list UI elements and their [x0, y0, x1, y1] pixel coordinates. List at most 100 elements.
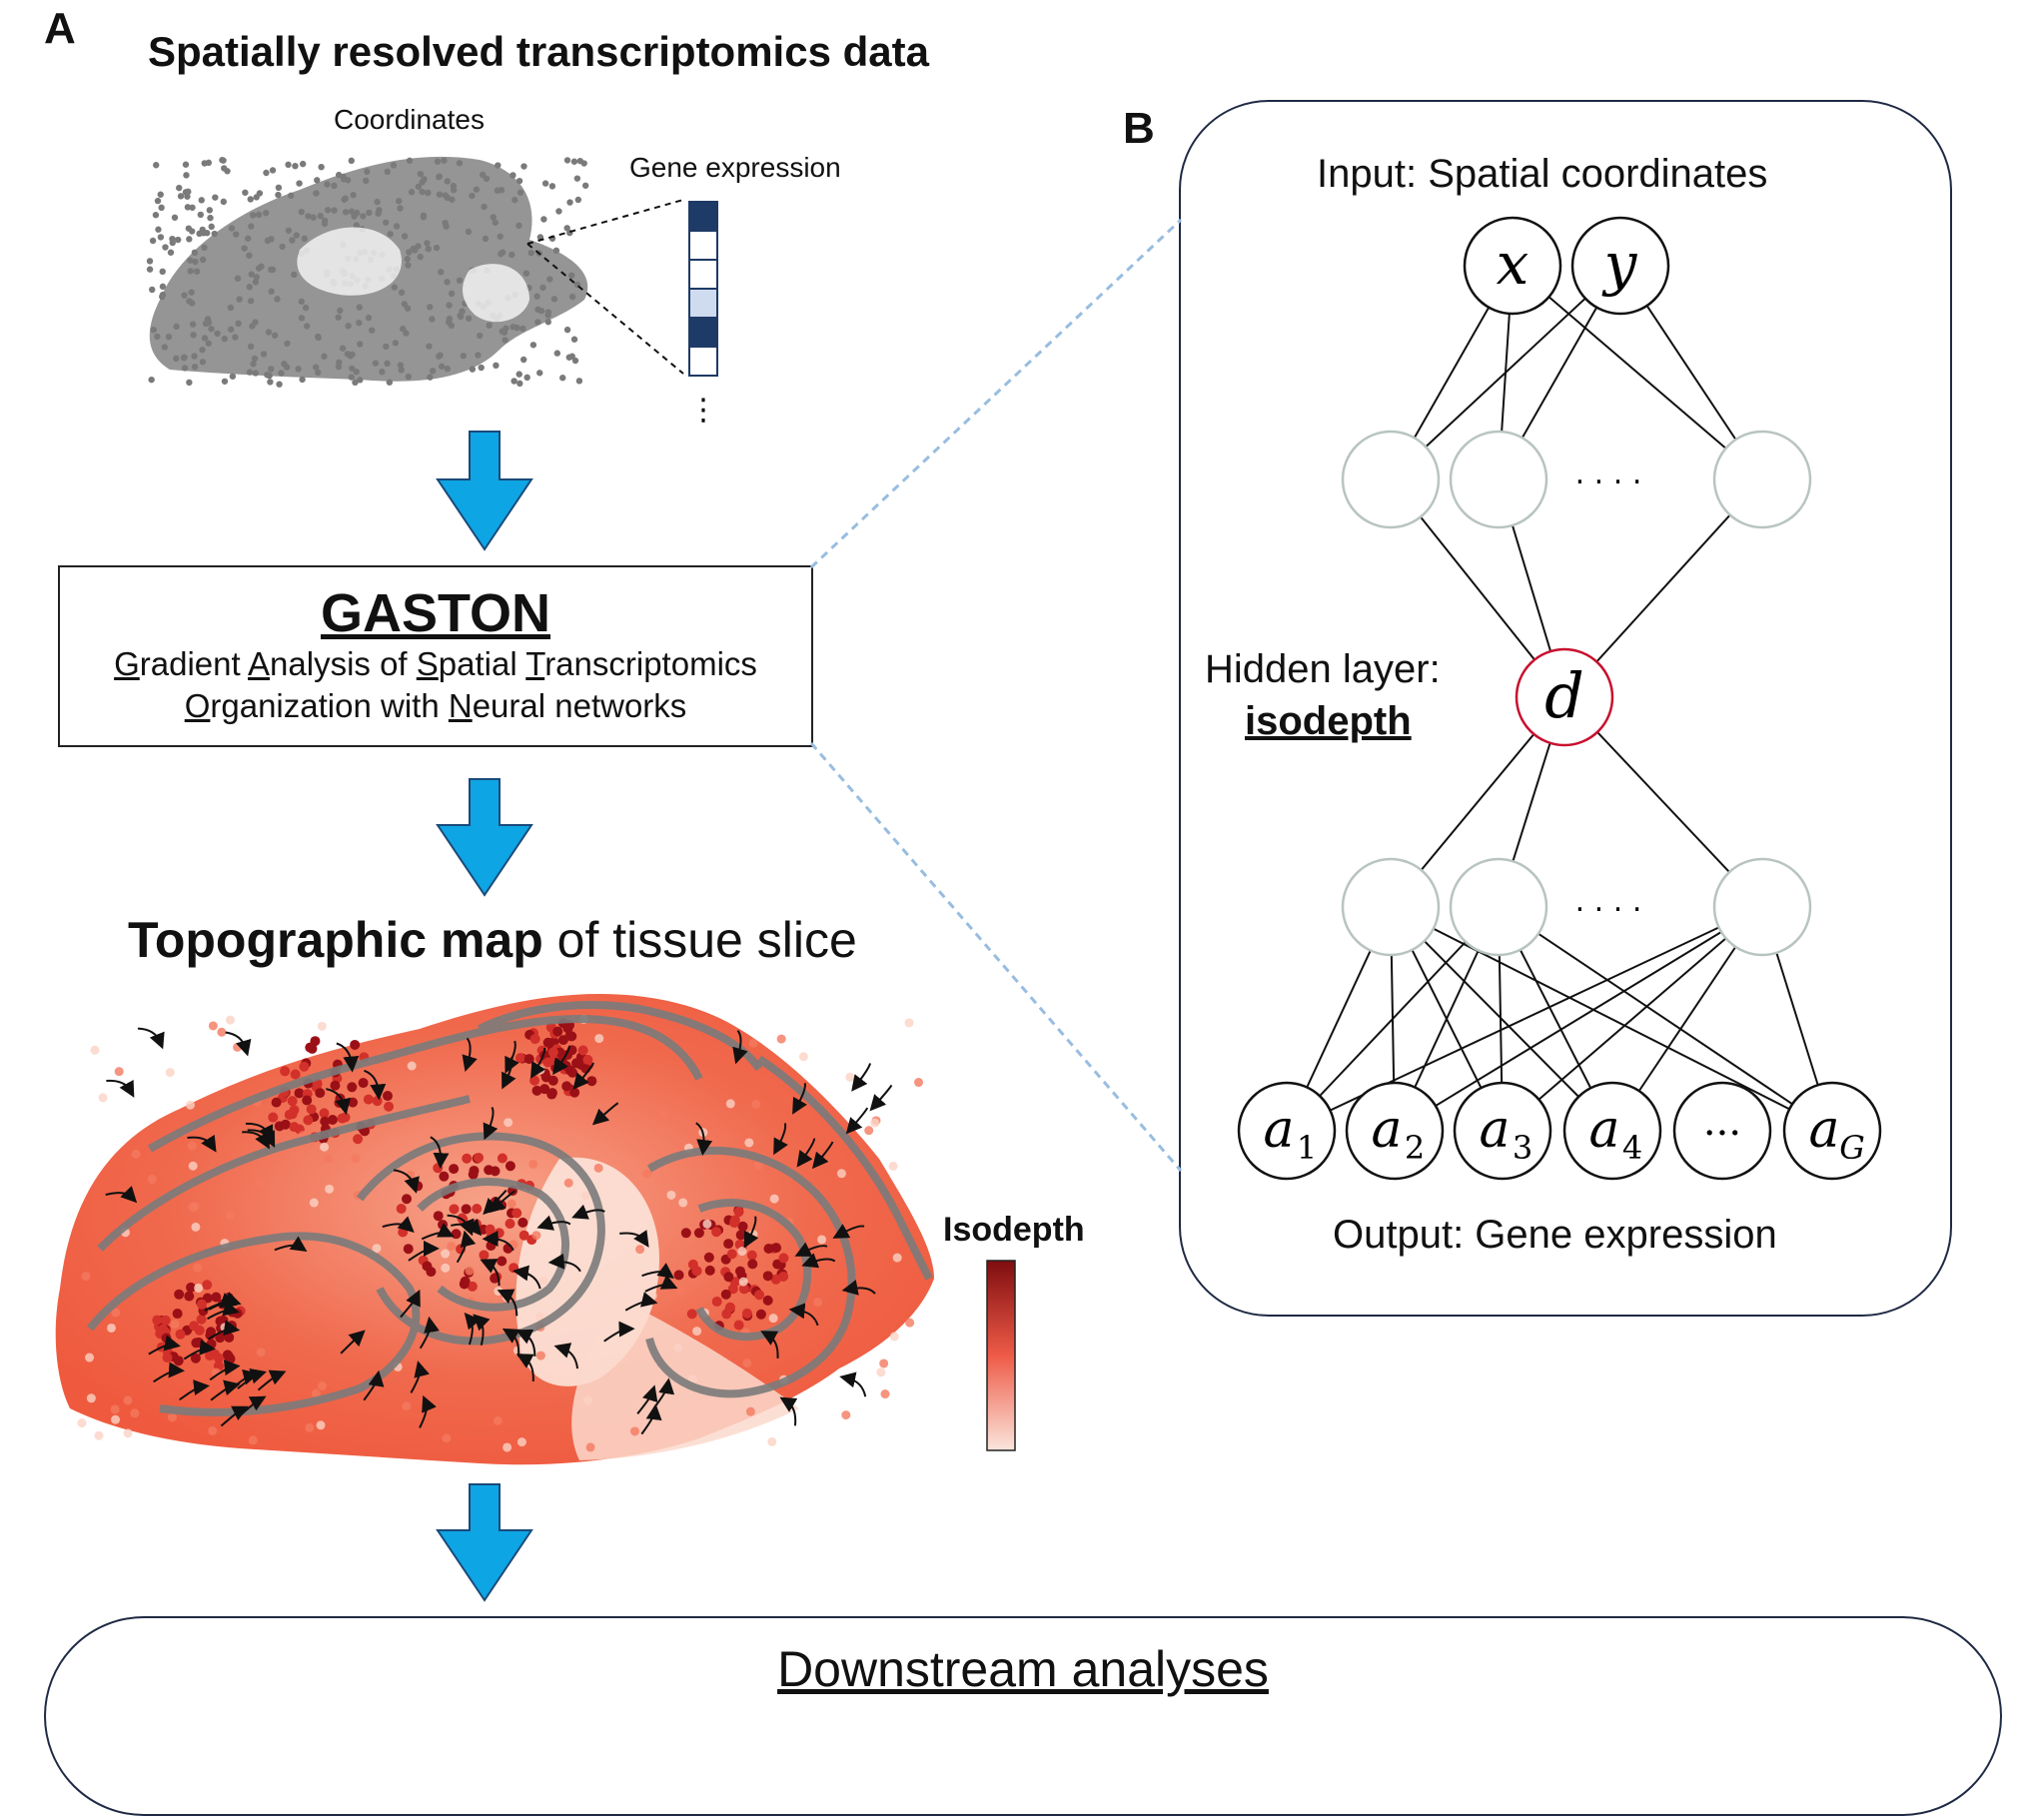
isodepth-dot: [372, 1244, 382, 1254]
coordinate-dot: [566, 199, 573, 206]
isodepth-dot: [350, 1039, 361, 1050]
output-label: Output: Gene expression: [1333, 1213, 1777, 1257]
coordinate-dot: [350, 192, 357, 199]
isodepth-dot: [516, 1437, 526, 1447]
isodepth-dot: [747, 1259, 758, 1270]
coordinate-dot: [337, 307, 344, 315]
coordinate-dot: [301, 235, 308, 242]
coordinate-dot: [246, 284, 253, 291]
coordinate-dot: [187, 257, 194, 264]
coordinate-dot: [324, 181, 331, 188]
gradient-flow-arrow: [447, 1214, 475, 1237]
isodepth-dot: [81, 1272, 91, 1282]
coordinate-dot: [324, 207, 332, 214]
isodepth-dot: [737, 1247, 747, 1257]
coordinate-dot: [475, 352, 482, 359]
isodepth-dot: [904, 1018, 914, 1028]
isodepth-dot: [449, 1164, 460, 1175]
coordinate-dot: [158, 204, 165, 212]
isodepth-dot: [110, 1404, 120, 1414]
coordinate-dot: [186, 298, 193, 305]
isodepth-dot: [528, 1159, 538, 1169]
gradient-flow-arrow: [515, 1329, 536, 1357]
coordinate-dot: [279, 243, 286, 251]
isodepth-dot: [723, 1272, 734, 1283]
isodepth-dot: [813, 1298, 823, 1308]
coordinate-dot: [384, 360, 391, 368]
gradient-flow-arrow: [482, 1231, 514, 1252]
coordinate-dot: [425, 189, 432, 197]
isodepth-dot: [529, 1034, 540, 1045]
coordinate-dot: [146, 258, 154, 265]
isodepth-dot: [274, 1121, 285, 1132]
expression-cell: [688, 201, 718, 232]
isodepth-dot: [186, 1282, 197, 1293]
coordinate-dot: [181, 365, 189, 372]
isodepth-dot: [635, 1245, 645, 1255]
coordinate-dot: [417, 170, 425, 178]
gradient-flow-arrow: [209, 1360, 241, 1381]
coordinate-dot: [255, 265, 263, 272]
isodepth-dot: [190, 1202, 200, 1212]
output-node-label: ···: [1703, 1111, 1741, 1157]
gradient-flow-arrow: [644, 1275, 678, 1293]
isodepth-dot: [152, 1315, 163, 1326]
tissue-hole: [297, 227, 402, 296]
coordinate-dot: [482, 235, 490, 243]
isodepth-dot: [316, 1420, 326, 1430]
coordinate-dot: [429, 316, 436, 323]
coordinate-dot: [266, 372, 273, 380]
coordinate-dot: [444, 365, 452, 373]
coordinate-dot: [391, 284, 399, 291]
coordinate-dot: [405, 373, 413, 381]
isodepth-dot: [172, 1309, 183, 1320]
coordinate-dot: [460, 353, 468, 360]
coordinate-dot: [563, 157, 571, 164]
isodepth-dot: [449, 1204, 460, 1215]
coordinate-dot: [536, 370, 543, 377]
isodepth-dot: [778, 1271, 789, 1282]
coordinate-dot: [553, 350, 561, 357]
isodepth-dot: [190, 1353, 201, 1363]
isodepth-dot: [751, 1099, 761, 1109]
coordinate-dot: [265, 329, 273, 336]
isodepth-dot: [880, 1389, 890, 1399]
coordinate-dot: [267, 379, 274, 386]
isodepth-dot: [123, 1395, 133, 1405]
gradient-flow-arrow: [400, 1289, 421, 1319]
coordinate-dot: [369, 327, 376, 334]
gradient-flow-arrow: [483, 1106, 499, 1141]
gaston-subtitle-line2: Organization with Neural networks: [60, 685, 811, 727]
gradient-flow-arrow: [591, 1102, 619, 1126]
coordinate-dot: [187, 268, 194, 275]
gradient-flow-arrow: [636, 1384, 658, 1414]
acronym-word-rest: nalysis of: [270, 645, 417, 682]
coordinate-dot: [246, 252, 253, 259]
coordinate-dot: [410, 245, 417, 253]
coordinate-dot: [397, 205, 404, 212]
coordinate-dot: [295, 366, 302, 373]
gradient-flow-arrow: [515, 1354, 534, 1381]
coordinate-dot: [393, 223, 401, 230]
isodepth-dot: [505, 1219, 515, 1230]
coordinate-dot: [419, 179, 426, 186]
coordinate-dot: [473, 186, 481, 193]
coordinate-dot: [345, 323, 352, 330]
isodepth-dot: [305, 1042, 316, 1053]
isodepth-dot: [407, 1061, 417, 1071]
isodepth-dot: [327, 1114, 338, 1125]
isodepth-dot: [194, 1283, 204, 1293]
gradient-flow-arrow: [336, 1042, 360, 1073]
coordinate-dot: [511, 196, 518, 204]
gradient-flow-arrow: [760, 1331, 779, 1359]
coordinate-dot: [426, 343, 433, 350]
coordinate-dot: [180, 355, 188, 362]
gradient-flow-arrow: [839, 1371, 867, 1397]
coordinate-dot: [220, 198, 227, 206]
coordinate-dot: [357, 341, 364, 348]
gradient-flow-arrow: [624, 1292, 658, 1312]
gradient-flow-arrow: [153, 1362, 186, 1383]
coordinate-dot: [516, 189, 524, 196]
isodepth-dot: [754, 1290, 765, 1301]
coordinate-dot: [199, 346, 206, 354]
